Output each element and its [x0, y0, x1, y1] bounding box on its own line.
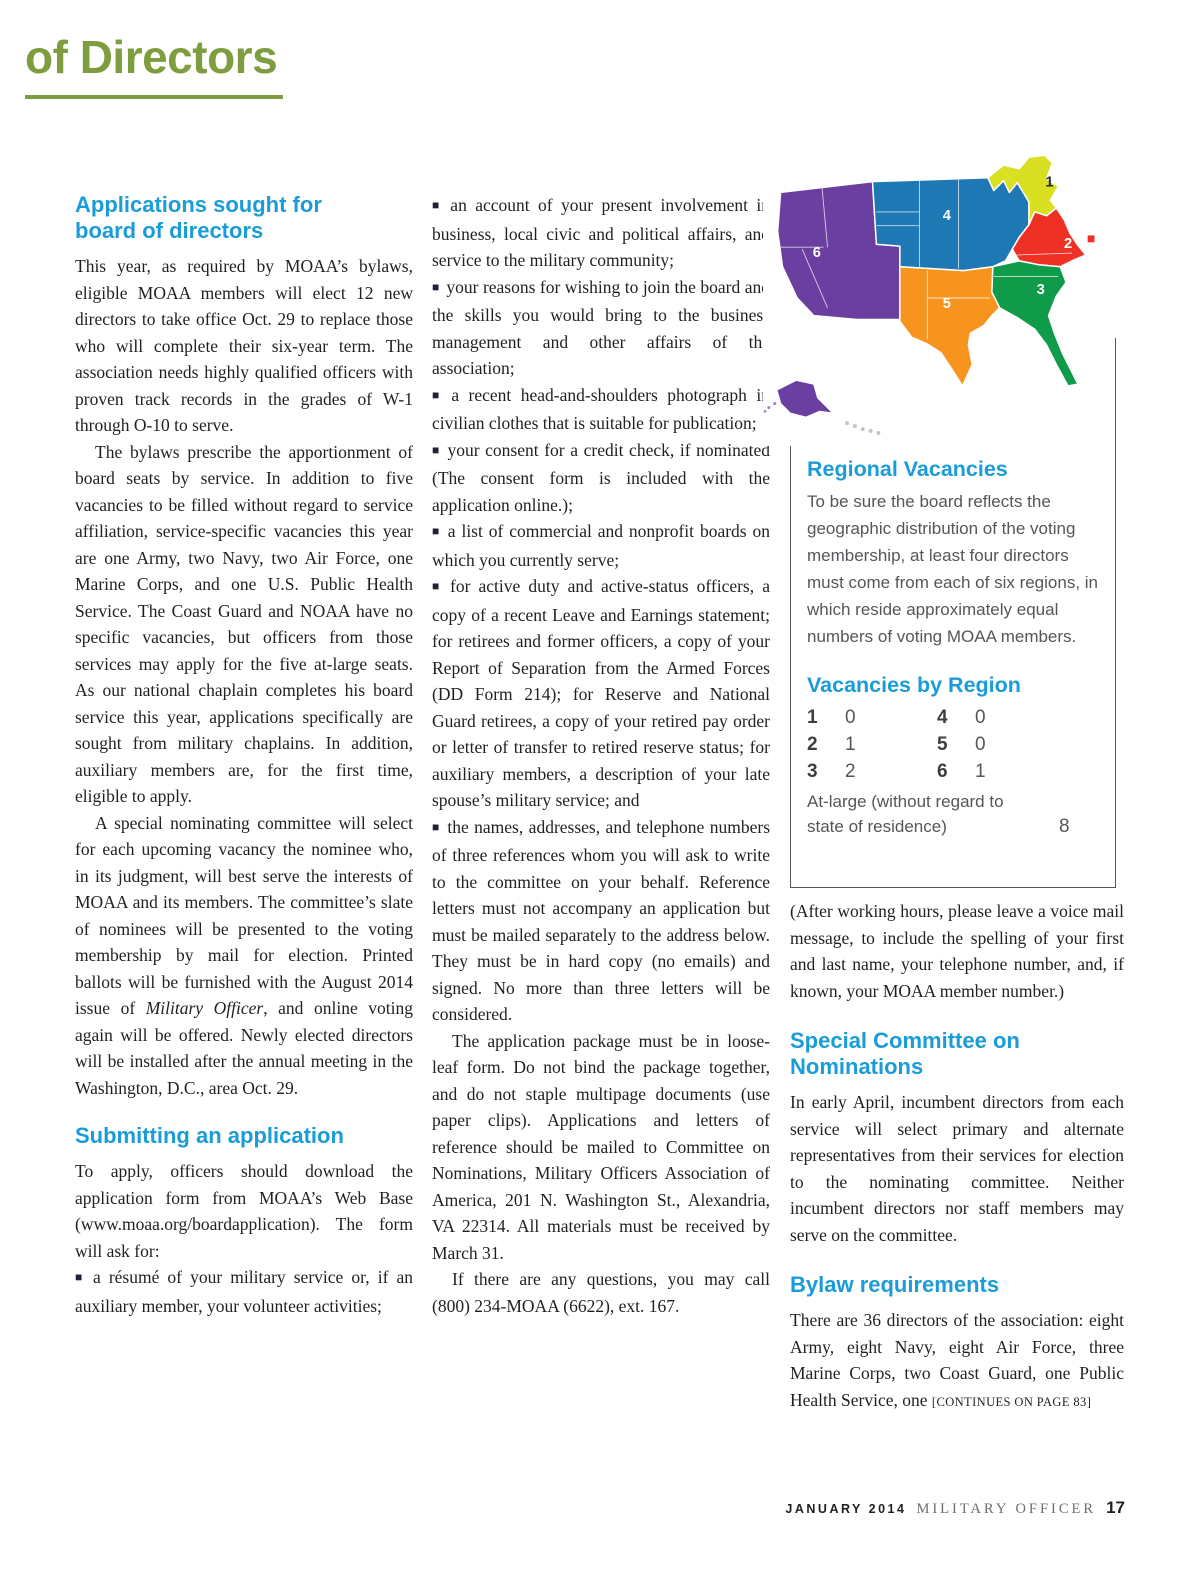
map-label-region-2: 2 [1064, 236, 1072, 252]
page-footer: JANUARY 2014 MILITARY OFFICER 17 [785, 1498, 1125, 1518]
continued-on-page-note: [CONTINUES ON PAGE 83] [931, 1394, 1092, 1409]
map-region-3-southeast [991, 260, 1079, 387]
region-number: 1 [807, 707, 818, 728]
footer-issue-date: JANUARY 2014 [785, 1502, 907, 1516]
column-3-lower: (After working hours, please leave a voi… [790, 898, 1124, 1415]
vacancy-count: 1 [975, 761, 986, 782]
bullet-square-icon: ■ [432, 579, 443, 593]
map-label-region-4: 4 [943, 208, 952, 224]
magazine-name-italic: Military Officer [145, 998, 264, 1018]
map-label-region-3: 3 [1037, 282, 1045, 298]
map-region-2-mid-atlantic [1011, 207, 1087, 268]
vacancy-table-row: 3 2 6 1 [807, 758, 1099, 785]
regional-vacancies-text: To be sure the board reflects the geogra… [807, 492, 1099, 646]
heading-vacancies-by-region: Vacancies by Region [807, 673, 1021, 697]
footer-magazine-name: MILITARY OFFICER [916, 1501, 1097, 1517]
bullet-text: your consent for a credit check, if nomi… [432, 439, 771, 515]
vacancy-count: 1 [845, 734, 856, 755]
column-1: Applications sought for board of directo… [75, 192, 413, 1319]
bullet-square-icon: ■ [432, 198, 444, 212]
map-region-5-south-central [899, 265, 1001, 387]
region-number: 5 [937, 734, 948, 755]
bullet-square-icon: ■ [432, 442, 441, 457]
bullet-square-icon: ■ [432, 524, 441, 538]
map-label-region-6: 6 [813, 245, 821, 261]
footer-page-number: 17 [1106, 1498, 1125, 1517]
column-2: ■ an account of your present involvement … [432, 192, 770, 1319]
body-paragraph: A special nominating committee will sele… [75, 810, 413, 1102]
bullet-text: a list of commercial and nonprofit board… [432, 521, 770, 570]
bullet-square-icon: ■ [432, 279, 440, 294]
body-paragraph: In early April, incumbent directors from… [790, 1092, 1124, 1245]
at-large-label: At-large (without regard to state of res… [807, 792, 1004, 836]
bullet-item: ■ for active duty and active-status offic… [432, 573, 770, 814]
paragraph-text: There are 36 directors of the associatio… [790, 1310, 1124, 1410]
body-paragraph: This year, as required by MOAA’s bylaws,… [75, 256, 413, 435]
at-large-row: At-large (without regard to state of res… [807, 789, 1099, 839]
bullet-text: a recent head-and-shoulders photograph i… [432, 384, 770, 434]
bullet-item: ■ an account of your present involvement … [432, 192, 770, 274]
bullet-text: your reasons for wishing to join the boa… [432, 276, 771, 379]
bullet-square-icon: ■ [75, 1270, 86, 1284]
regional-vacancies-box: Regional Vacancies To be sure the board … [790, 338, 1116, 888]
bullet-item: ■ your reasons for wishing to join the bo… [432, 274, 770, 382]
title-underline-rule [25, 95, 283, 99]
bullet-square-icon: ■ [432, 819, 441, 834]
paragraph-text: A special nominating committee will sele… [75, 812, 413, 1019]
map-label-region-1: 1 [1045, 175, 1053, 191]
body-paragraph: To apply, officers should download the a… [75, 1161, 413, 1261]
bullet-text: an account of your present involvement i… [432, 195, 771, 270]
bullet-item: ■ a recent head-and-shoulders photograph … [432, 382, 770, 437]
vacancy-count: 0 [845, 707, 856, 728]
vacancy-table-row: 1 0 4 0 [807, 704, 1099, 731]
map-label-region-5: 5 [943, 296, 951, 312]
bullet-text: for active duty and active-status office… [432, 576, 771, 810]
bullet-item: ■ the names, addresses, and telephone num… [432, 814, 770, 1028]
heading-applications-sought: Applications sought for board of directo… [75, 192, 322, 243]
bullet-text: a résumé of your military service or, if… [75, 1267, 414, 1316]
hawaii-islands-dots [845, 421, 881, 435]
heading-regional-vacancies: Regional Vacancies [807, 457, 1008, 481]
body-paragraph: The bylaws prescribe the apportionment o… [75, 441, 413, 807]
region-number: 3 [807, 761, 818, 782]
map-alaska [775, 379, 835, 419]
vacancy-table-row: 2 1 5 0 [807, 731, 1099, 758]
vacancy-count: 0 [975, 707, 986, 728]
aleutian-islands-dots [763, 402, 777, 413]
state-boundary-lines [780, 178, 1072, 340]
at-large-count: 8 [1059, 816, 1070, 837]
body-paragraph: There are 36 directors of the associatio… [790, 1307, 1124, 1415]
paragraph-text: , and online voting again will be offere… [75, 998, 413, 1098]
heading-special-committee: Special Committee on Nominations [790, 1028, 1020, 1079]
us-regions-map: 6 4 5 1 2 3 [763, 150, 1115, 446]
heading-submitting-application: Submitting an application [75, 1123, 344, 1148]
region-number: 6 [937, 761, 948, 782]
vacancy-count: 0 [975, 734, 986, 755]
bullet-item: ■ a résumé of your military service or, i… [75, 1264, 413, 1319]
heading-bylaw-requirements: Bylaw requirements [790, 1272, 1000, 1297]
page-title: of Directors [25, 31, 278, 83]
region-number: 4 [937, 707, 948, 728]
body-paragraph: The application package must be in loose… [432, 1030, 770, 1263]
bullet-item: ■ your consent for a credit check, if nom… [432, 437, 770, 519]
bullet-text: the names, addresses, and telephone numb… [432, 816, 770, 1025]
after-hours-note: (After working hours, please leave a voi… [790, 901, 1124, 1001]
vacancy-count: 2 [845, 761, 856, 782]
body-paragraph: If there are any questions, you may call… [432, 1269, 770, 1316]
bullet-square-icon: ■ [432, 387, 445, 402]
dc-marker [1087, 235, 1095, 243]
region-number: 2 [807, 734, 818, 755]
bullet-item: ■ a list of commercial and nonprofit boar… [432, 518, 770, 573]
